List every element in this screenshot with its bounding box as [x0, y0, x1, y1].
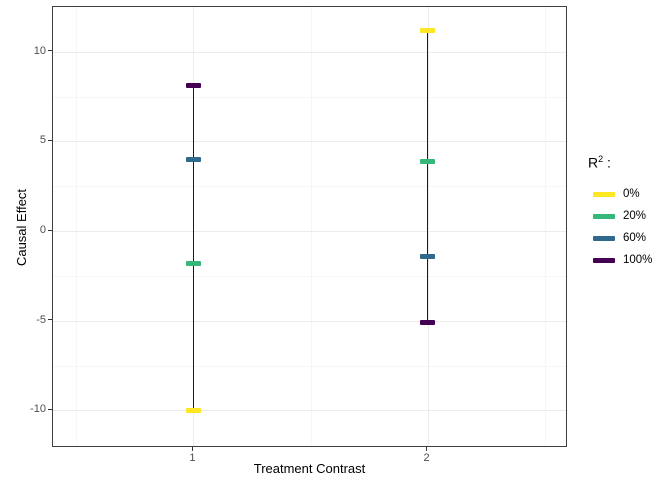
crossbar-mark — [420, 27, 436, 33]
crossbar-mark — [420, 253, 436, 259]
legend-entry-label: 60% — [623, 231, 647, 244]
legend-entry-label: 20% — [623, 209, 647, 222]
x-axis-tick — [191, 447, 193, 451]
y-axis-tick — [48, 139, 52, 141]
legend-title-separator: : — [603, 154, 611, 171]
legend-entry: 0% — [586, 183, 672, 205]
x-tick-label: 2 — [423, 452, 430, 464]
y-tick-label: -10 — [30, 403, 46, 416]
legend-entry: 20% — [586, 205, 672, 227]
y-tick-label: 10 — [33, 44, 46, 57]
crossbar-mark — [185, 156, 201, 162]
gridline-major — [193, 7, 195, 446]
legend-swatch-0% — [593, 191, 615, 197]
crossbar-mark — [420, 158, 436, 164]
y-tick-label: -5 — [36, 313, 46, 326]
legend-swatch-100% — [593, 257, 615, 263]
gridline-minor — [310, 7, 312, 446]
legend-title-superscript: 2 — [598, 154, 604, 164]
gridline-major — [427, 7, 429, 446]
y-axis-tick — [48, 319, 52, 321]
x-axis-tick — [426, 447, 428, 451]
legend-entries: 0% 20% 60% 100% — [586, 183, 672, 271]
gridline-minor — [53, 275, 566, 277]
interval-line — [427, 30, 429, 323]
x-axis-title: Treatment Contrast — [253, 461, 366, 476]
x-tick-label: 1 — [189, 452, 196, 464]
gridline-minor — [53, 186, 566, 188]
gridline-minor — [53, 96, 566, 98]
legend-entry: 60% — [586, 227, 672, 249]
y-tick-label: 0 — [39, 224, 46, 237]
plot-panel — [52, 6, 567, 447]
legend-title-base: R — [588, 154, 599, 171]
gridline-major — [53, 231, 566, 233]
gridline-minor — [544, 7, 546, 446]
crossbar-mark — [420, 320, 436, 325]
y-axis-tick — [48, 50, 52, 52]
legend-title: R2 : — [588, 154, 672, 171]
gridline-minor — [53, 365, 566, 367]
gridline-major — [53, 320, 566, 322]
y-tick-label: 5 — [39, 134, 46, 147]
crossbar-mark — [185, 260, 201, 266]
crossbar-mark — [185, 83, 201, 89]
legend-entry: 100% — [586, 249, 672, 271]
gridline-major — [53, 51, 566, 53]
gridline-major — [53, 410, 566, 412]
interval-line — [192, 85, 194, 411]
legend-swatch-60% — [593, 235, 615, 241]
y-axis-tick — [48, 408, 52, 410]
gridline-major — [53, 141, 566, 143]
legend-entry-label: 100% — [623, 253, 653, 266]
legend-swatch-20% — [593, 213, 615, 219]
legend: R2 : 0% 20% 60% 100% — [586, 154, 672, 271]
crossbar-mark — [185, 407, 201, 413]
legend-entry-label: 0% — [623, 187, 640, 200]
gridline-minor — [76, 7, 78, 446]
y-axis-tick — [48, 229, 52, 231]
